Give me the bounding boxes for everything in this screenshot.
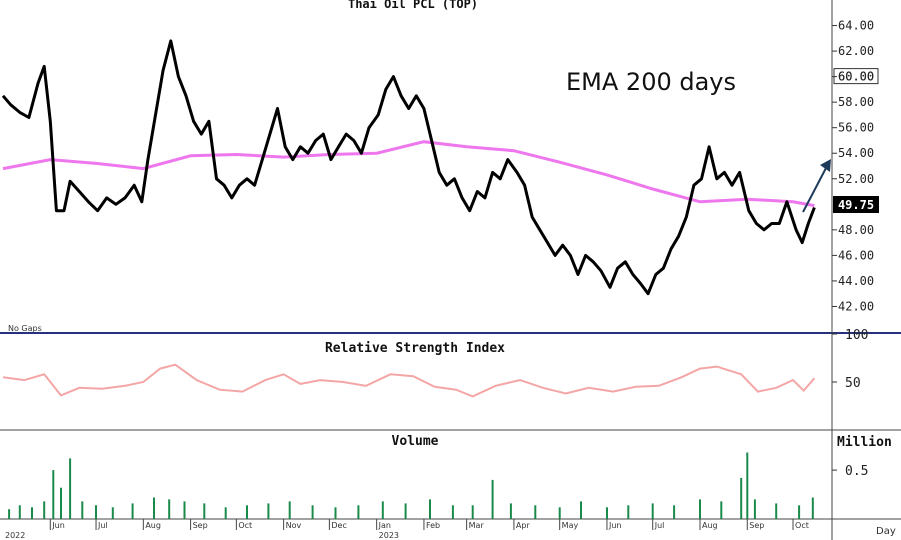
month-label: Oct <box>238 521 252 530</box>
month-label: Jun <box>608 521 622 530</box>
month-label: May <box>562 521 579 530</box>
volume-bar <box>203 503 206 519</box>
volume-bar <box>357 505 360 519</box>
volume-bar <box>746 452 749 519</box>
volume-bar <box>288 501 291 519</box>
volume-bar <box>81 501 84 519</box>
volume-bar <box>52 470 55 519</box>
month-label: Nov <box>286 521 302 530</box>
volume-bar <box>18 505 21 519</box>
volume-bar <box>111 507 114 519</box>
month-label: Jan <box>378 521 391 530</box>
volume-bar <box>798 505 801 519</box>
volume-bar <box>451 505 454 519</box>
volume-bar <box>95 505 97 519</box>
volume-bar <box>580 501 582 519</box>
price-tick-label: 64.00 <box>838 19 874 33</box>
price-tick-label: 48.00 <box>838 223 874 237</box>
volume-bar <box>69 458 72 519</box>
rsi-tick-label: 100 <box>845 328 868 343</box>
volume-bar <box>267 503 270 519</box>
year-label: 2022 <box>5 531 25 540</box>
month-label: Feb <box>426 521 440 530</box>
month-label: Jul <box>97 521 108 530</box>
month-label: Sep <box>193 521 208 530</box>
price-tick-label: 52.00 <box>838 172 874 186</box>
volume-bar <box>627 505 630 519</box>
price-tick-label: 62.00 <box>838 44 874 58</box>
rsi-axis: 50 100 <box>832 328 868 391</box>
x-axis-unit-label: Day <box>876 526 896 537</box>
volume-bar <box>429 499 431 519</box>
volume-bar <box>509 503 512 519</box>
arrow-icon <box>802 159 831 213</box>
volume-bar <box>381 501 384 519</box>
volume-bar <box>246 505 248 519</box>
month-label: Dec <box>331 521 346 530</box>
month-label: Sep <box>749 521 764 530</box>
year-label: 2023 <box>379 531 399 540</box>
volume-bar <box>491 479 494 519</box>
chart-title: Thai Oil PCL (TOP) <box>348 0 478 11</box>
month-label: Aug <box>702 521 718 530</box>
volume-bar <box>651 503 654 519</box>
volume-tick-label: 0.5 <box>845 464 868 479</box>
price-tick-label-boxed: 60.00 <box>838 70 874 84</box>
volume-bar <box>811 497 814 519</box>
volume-bar <box>168 499 171 519</box>
price-tick-label: 56.00 <box>838 121 874 135</box>
ema-200-line <box>2 140 815 208</box>
volume-bar <box>404 503 407 519</box>
month-label: Apr <box>516 521 531 530</box>
volume-bar <box>60 487 62 519</box>
volume-bar <box>606 507 608 519</box>
volume-unit-label: Million <box>837 435 892 450</box>
price-line <box>1 39 816 296</box>
volume-bar <box>673 505 676 519</box>
no-gaps-label: No Gaps <box>8 324 42 333</box>
ema-annotation: EMA 200 days <box>566 68 736 96</box>
volume-bar <box>471 505 474 519</box>
volume-bar <box>699 499 701 519</box>
rsi-line <box>2 363 816 398</box>
volume-axis: 0.5 <box>832 464 868 479</box>
volume-bar <box>8 509 11 519</box>
month-label: Oct <box>795 521 809 530</box>
volume-bar <box>740 477 743 519</box>
price-tick-label: 46.00 <box>838 248 874 262</box>
volume-bars <box>8 452 814 519</box>
volume-bar <box>31 507 33 519</box>
volume-bar <box>131 503 134 519</box>
volume-bar <box>311 505 314 519</box>
month-label: Jul <box>654 521 665 530</box>
volume-bar <box>153 497 155 519</box>
rsi-title: Relative Strength Index <box>325 341 505 356</box>
rsi-tick-label: 50 <box>845 376 861 391</box>
price-tick-label: 42.00 <box>838 299 874 313</box>
volume-bar <box>224 507 227 519</box>
last-price-value: 49.75 <box>838 198 874 212</box>
price-axis: 42.00 44.00 46.00 48.00 52.00 54.00 56.00 58.00… <box>832 19 879 313</box>
month-label: Jun <box>51 521 64 530</box>
price-tick-label: 58.00 <box>838 95 874 109</box>
price-tick-label: 54.00 <box>838 146 874 160</box>
price-tick-label: 44.00 <box>838 274 874 288</box>
month-label: Mar <box>469 521 485 530</box>
price-tick-box <box>833 68 879 85</box>
month-label: Aug <box>145 521 161 530</box>
volume-bar <box>43 501 46 519</box>
price-tick-label: 60.00 <box>838 70 874 84</box>
volume-bar <box>558 507 561 519</box>
volume-bar <box>334 507 337 519</box>
price-panel <box>0 0 832 332</box>
volume-bar <box>534 505 537 519</box>
x-axis: Jun Jul Aug Sep Oct Nov Dec Jan Feb Mar Apr May Jun J… <box>5 519 809 540</box>
volume-bar <box>720 501 723 519</box>
last-price-badge: 49.75 <box>833 196 879 213</box>
volume-title: Volume <box>392 434 439 449</box>
volume-bar <box>775 503 778 519</box>
volume-bar <box>753 499 756 519</box>
volume-bar <box>183 501 186 519</box>
